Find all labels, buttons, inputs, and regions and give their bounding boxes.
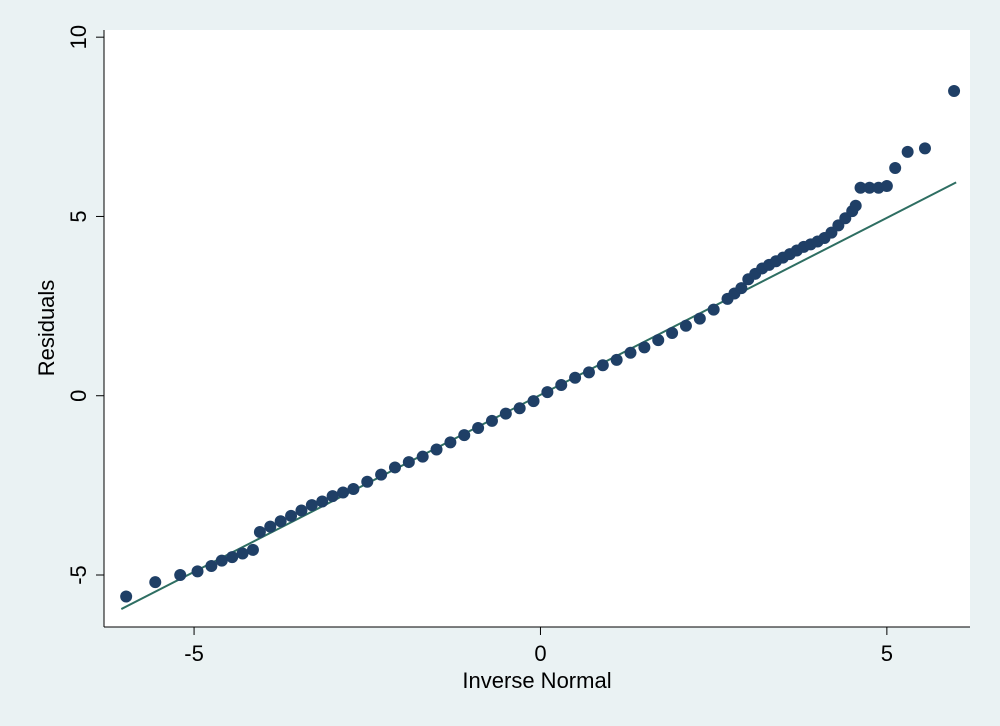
x-tick-label: 0 — [534, 641, 546, 666]
residual-point — [541, 386, 554, 399]
residual-point — [226, 551, 239, 564]
residual-point — [880, 179, 893, 192]
residual-point — [316, 495, 329, 508]
residual-points — [120, 84, 961, 603]
residual-point — [666, 326, 679, 339]
residual-point — [918, 142, 931, 155]
residual-point — [444, 436, 457, 449]
residual-point — [337, 486, 350, 499]
residual-point — [513, 402, 526, 415]
residual-point — [610, 353, 623, 366]
residual-point — [889, 162, 902, 175]
y-tick-label: 10 — [66, 25, 91, 49]
residual-point — [246, 543, 259, 556]
x-tick-label: -5 — [184, 641, 204, 666]
residual-point — [652, 334, 665, 347]
residual-point — [305, 499, 318, 512]
y-tick-label: 0 — [66, 390, 91, 402]
residual-point — [485, 414, 498, 427]
residual-point — [693, 312, 706, 325]
residual-point — [638, 341, 651, 354]
residual-point — [149, 576, 162, 589]
residual-point — [596, 359, 609, 372]
residual-point — [430, 443, 443, 456]
reference-line — [120, 181, 957, 610]
residual-point — [285, 509, 298, 522]
x-axis-title: Inverse Normal — [462, 668, 611, 693]
residual-point — [854, 181, 867, 194]
residual-point — [679, 319, 692, 332]
x-tick-label: 5 — [881, 641, 893, 666]
residual-point — [458, 429, 471, 442]
residual-point — [948, 84, 961, 97]
residual-point — [120, 590, 133, 603]
residual-point — [205, 560, 218, 573]
residual-point — [555, 378, 568, 391]
residual-point — [624, 346, 637, 359]
residual-point — [274, 515, 287, 528]
residual-point — [215, 554, 228, 567]
residual-point — [707, 303, 720, 316]
residual-point — [295, 504, 308, 517]
residual-point — [191, 565, 204, 578]
residual-point — [174, 569, 187, 582]
residual-point — [499, 407, 512, 420]
residual-point — [901, 145, 914, 158]
residual-point — [735, 282, 748, 295]
residual-point — [416, 450, 429, 463]
residual-point — [388, 461, 401, 474]
residual-point — [569, 371, 582, 384]
residual-point — [361, 475, 374, 488]
residual-point — [236, 547, 249, 560]
plot-area — [104, 30, 970, 627]
residual-point — [472, 422, 485, 434]
reference-line-layer — [120, 181, 957, 610]
residual-point — [582, 366, 595, 379]
residual-point — [863, 181, 876, 194]
residual-point — [375, 468, 388, 481]
axis-ticks: -5 0 5 -5 0 5 10 — [66, 25, 893, 666]
residual-point — [264, 520, 277, 533]
residual-point — [347, 482, 360, 495]
residual-point — [326, 490, 339, 503]
residual-point — [253, 525, 266, 538]
residual-point — [849, 199, 862, 212]
y-axis-title: Residuals — [34, 280, 59, 377]
residual-point — [402, 456, 415, 469]
y-tick-label: 5 — [66, 210, 91, 222]
residual-point — [527, 395, 540, 408]
y-tick-label: -5 — [66, 565, 91, 585]
